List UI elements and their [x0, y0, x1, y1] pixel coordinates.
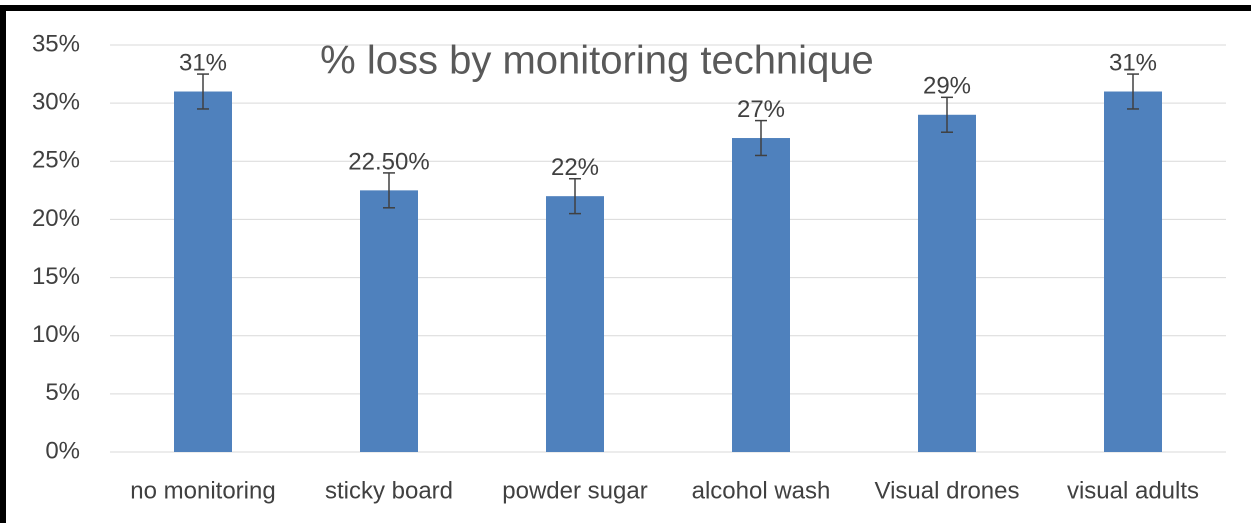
x-tick-label: powder sugar [502, 477, 647, 504]
x-tick-label: alcohol wash [692, 477, 831, 504]
y-tick-label: 10% [32, 321, 80, 348]
x-tick-label: Visual drones [875, 477, 1020, 504]
data-label: 31% [179, 49, 227, 76]
data-label: 29% [923, 73, 971, 100]
y-tick-label: 15% [32, 263, 80, 290]
data-label: 22% [551, 154, 599, 181]
chart-frame [0, 5, 1251, 523]
y-tick-label: 30% [32, 88, 80, 115]
y-tick-label: 25% [32, 147, 80, 174]
bar [732, 138, 790, 452]
x-tick-label: sticky board [325, 477, 453, 504]
chart-title: % loss by monitoring technique [320, 39, 874, 83]
y-tick-label: 5% [45, 379, 80, 406]
x-tick-label: visual adults [1067, 477, 1199, 504]
y-tick-label: 20% [32, 205, 80, 232]
bar [1104, 91, 1162, 452]
y-tick-label: 35% [32, 30, 80, 57]
bar [360, 190, 418, 452]
data-label: 22.50% [348, 148, 429, 175]
y-tick-label: 0% [45, 437, 80, 464]
data-label: 31% [1109, 49, 1157, 76]
data-label: 27% [737, 96, 785, 123]
bar [918, 114, 976, 453]
bar [174, 91, 232, 452]
x-tick-label: no monitoring [130, 477, 275, 504]
bar [546, 196, 604, 452]
